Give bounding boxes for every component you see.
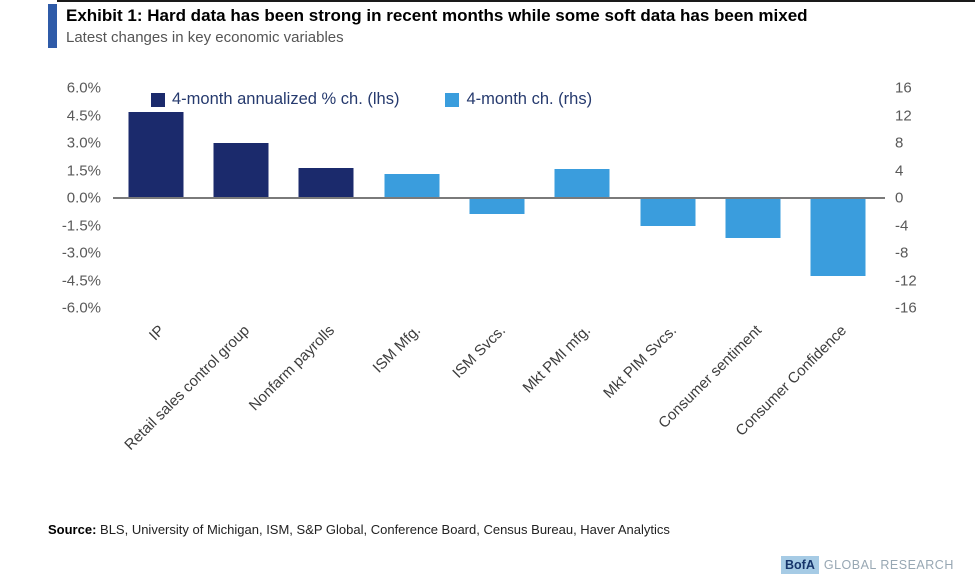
- bar-slot: [198, 88, 283, 308]
- source-label: Source:: [48, 522, 97, 537]
- zero-axis-line: [113, 197, 885, 199]
- axis-tick-label: 3.0%: [66, 134, 101, 152]
- x-axis-labels: IP Retail sales control group Nonfarm payr…: [113, 312, 881, 502]
- axis-tick-label: -12: [895, 272, 917, 289]
- exhibit-subtitle: Latest changes in key economic variables: [66, 29, 344, 46]
- legend-marker-dark-square: [151, 92, 165, 107]
- x-axis-category-label: IP: [145, 322, 168, 345]
- bar-slot: [284, 88, 369, 308]
- brand-mark: BofA GLOBAL RESEARCH: [781, 556, 954, 574]
- bar: [725, 198, 781, 238]
- bar: [298, 167, 354, 198]
- bar-slot: [796, 88, 881, 308]
- x-axis-category-label: Mkt PMI mfg.: [519, 322, 595, 397]
- bar: [213, 143, 269, 198]
- bar-slot: [369, 88, 454, 308]
- axis-tick-label: -16: [895, 299, 917, 317]
- axis-tick-label: 1.5%: [66, 162, 101, 179]
- axis-tick-label: -4: [895, 217, 909, 234]
- axis-tick-label: -3.0%: [61, 244, 101, 262]
- axis-tick-label: -4.5%: [61, 272, 101, 289]
- bar: [384, 173, 440, 198]
- x-axis-category-label: Retail sales control group: [121, 322, 254, 454]
- bar: [640, 198, 696, 227]
- axis-tick-label: 4: [895, 162, 904, 179]
- x-axis-category-label: ISM Svcs.: [449, 322, 510, 382]
- bar-slot: [540, 88, 625, 308]
- bar: [128, 111, 184, 198]
- axis-tick-label: 6.0%: [66, 79, 101, 97]
- bar-slot: [625, 88, 710, 308]
- legend-item-lhs: 4-month annualized % ch. (lhs): [151, 90, 399, 109]
- page-top-border: [57, 0, 975, 2]
- x-axis-category-label: Nonfarm payrolls: [246, 322, 339, 415]
- x-axis-category-label: ISM Mfg.: [369, 322, 424, 377]
- x-axis-labels-row: IP Retail sales control group Nonfarm payr…: [35, 312, 943, 502]
- legend-item-rhs: 4-month ch. (rhs): [445, 90, 592, 109]
- x-axis-category-label: Mkt PIM Svcs.: [599, 322, 680, 402]
- axis-tick-label: 0.0%: [66, 189, 101, 207]
- axis-tick-label: 0: [895, 189, 904, 207]
- chart-legend: 4-month annualized % ch. (lhs) 4-month c…: [151, 90, 592, 109]
- exhibit-header: Exhibit 1: Hard data has been strong in …: [48, 4, 808, 48]
- bar-slot: [454, 88, 539, 308]
- right-axis: 16 12 8 4 0 -4 -8 -12 -16: [881, 80, 943, 317]
- bars-container: [113, 88, 881, 308]
- left-axis: 6.0% 4.5% 3.0% 1.5% 0.0% -1.5% -3.0% -4.5% -6.0%: [35, 80, 113, 317]
- bar: [554, 169, 610, 198]
- axis-tick-label: 4.5%: [66, 107, 101, 124]
- bar-slot: [113, 88, 198, 308]
- chart: 6.0% 4.5% 3.0% 1.5% 0.0% -1.5% -3.0% -4.5% -6.0%…: [35, 80, 943, 317]
- bar: [810, 198, 866, 277]
- legend-label-lhs: 4-month annualized % ch. (lhs): [172, 90, 400, 108]
- title-accent-bar: [48, 4, 57, 48]
- axis-tick-label: -6.0%: [61, 299, 101, 317]
- plot-area: 4-month annualized % ch. (lhs) 4-month c…: [113, 88, 885, 308]
- source-note: Source: BLS, University of Michigan, ISM…: [48, 522, 670, 537]
- bofa-logo: BofA: [781, 556, 819, 574]
- brand-text: GLOBAL RESEARCH: [823, 558, 954, 572]
- legend-marker-light-square: [445, 92, 460, 107]
- exhibit-title: Exhibit 1: Hard data has been strong in …: [66, 6, 808, 25]
- axis-tick-label: 8: [895, 134, 904, 152]
- legend-label-rhs: 4-month ch. (rhs): [466, 90, 593, 108]
- axis-tick-label: 16: [895, 79, 912, 97]
- source-text: BLS, University of Michigan, ISM, S&P Gl…: [96, 522, 670, 537]
- axis-tick-label: -1.5%: [61, 217, 101, 234]
- bar: [469, 198, 525, 214]
- bar-slot: [710, 88, 795, 308]
- axis-tick-label: 12: [895, 107, 912, 124]
- axis-tick-label: -8: [895, 244, 909, 262]
